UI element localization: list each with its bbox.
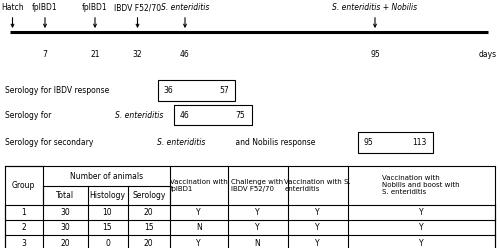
Text: S. enteriditis: S. enteriditis <box>157 138 206 147</box>
Text: Y: Y <box>255 208 260 217</box>
Text: Group: Group <box>12 181 36 190</box>
Text: Serology for: Serology for <box>5 111 54 120</box>
Text: Serology: Serology <box>132 191 166 200</box>
Text: 36: 36 <box>164 86 173 95</box>
Text: 95: 95 <box>364 138 373 147</box>
Text: Challenge with
IBDV F52/70: Challenge with IBDV F52/70 <box>232 179 283 192</box>
Text: 46: 46 <box>180 111 190 120</box>
Text: 15: 15 <box>102 223 113 232</box>
Text: 7: 7 <box>42 50 48 59</box>
Text: 3: 3 <box>22 239 26 248</box>
Text: fpIBD1: fpIBD1 <box>82 3 108 12</box>
Text: 21: 21 <box>90 50 100 59</box>
Text: 95: 95 <box>370 50 380 59</box>
Text: and Nobilis response: and Nobilis response <box>232 138 315 147</box>
Text: Y: Y <box>315 208 320 217</box>
Text: 32: 32 <box>132 50 142 59</box>
FancyBboxPatch shape <box>158 80 235 101</box>
Text: S. enteriditis + Nobilis: S. enteriditis + Nobilis <box>332 3 418 12</box>
Text: Vaccination with
Nobilis and boost with
S. enteriditis: Vaccination with Nobilis and boost with … <box>382 175 460 195</box>
Text: 20: 20 <box>60 239 70 248</box>
Text: 20: 20 <box>144 208 154 217</box>
Text: 30: 30 <box>60 208 70 217</box>
Text: Y: Y <box>419 208 424 217</box>
Text: Y: Y <box>315 239 320 248</box>
FancyBboxPatch shape <box>174 105 252 125</box>
Text: 75: 75 <box>236 111 246 120</box>
Text: days: days <box>478 50 496 59</box>
Text: Vaccination with
fpIBD1: Vaccination with fpIBD1 <box>170 179 228 192</box>
Text: 20: 20 <box>144 239 154 248</box>
Text: 15: 15 <box>144 223 154 232</box>
Text: 46: 46 <box>180 50 190 59</box>
Text: Y: Y <box>419 239 424 248</box>
Text: S. enteriditis: S. enteriditis <box>161 3 209 12</box>
Text: 30: 30 <box>60 223 70 232</box>
Text: Vaccination with S.
enteriditis: Vaccination with S. enteriditis <box>284 179 351 192</box>
Text: Hatch: Hatch <box>1 3 24 12</box>
Text: Total: Total <box>56 191 74 200</box>
FancyBboxPatch shape <box>358 132 432 153</box>
Text: Y: Y <box>196 208 201 217</box>
Text: N: N <box>254 239 260 248</box>
Text: Serology for secondary: Serology for secondary <box>5 138 96 147</box>
Text: IBDV F52/70: IBDV F52/70 <box>114 3 161 12</box>
Text: 113: 113 <box>412 138 426 147</box>
Text: 0: 0 <box>105 239 110 248</box>
Text: Histology: Histology <box>90 191 126 200</box>
Text: Y: Y <box>315 223 320 232</box>
Text: N: N <box>196 223 202 232</box>
Text: Serology for IBDV response: Serology for IBDV response <box>5 86 109 95</box>
Text: Number of animals: Number of animals <box>70 172 143 181</box>
Text: Y: Y <box>196 239 201 248</box>
Text: Y: Y <box>255 223 260 232</box>
Text: Y: Y <box>419 223 424 232</box>
Text: 57: 57 <box>219 86 229 95</box>
Text: fpIBD1: fpIBD1 <box>32 3 58 12</box>
Text: response: response <box>200 111 237 120</box>
Text: 1: 1 <box>22 208 26 217</box>
Text: 2: 2 <box>22 223 26 232</box>
Text: 10: 10 <box>102 208 113 217</box>
Text: S. enteriditis: S. enteriditis <box>115 111 164 120</box>
